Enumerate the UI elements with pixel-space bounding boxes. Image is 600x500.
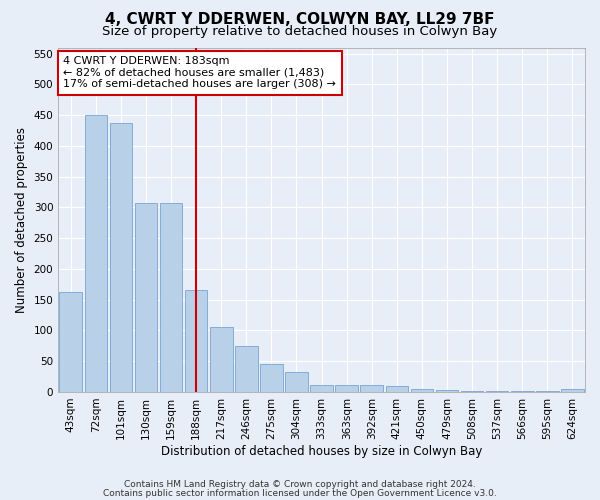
Bar <box>210 327 233 392</box>
Bar <box>260 364 283 392</box>
Text: 4 CWRT Y DDERWEN: 183sqm
← 82% of detached houses are smaller (1,483)
17% of sem: 4 CWRT Y DDERWEN: 183sqm ← 82% of detach… <box>64 56 337 90</box>
Y-axis label: Number of detached properties: Number of detached properties <box>15 126 28 312</box>
Bar <box>134 203 157 392</box>
Bar <box>285 372 308 392</box>
Bar <box>461 390 484 392</box>
Bar <box>59 292 82 392</box>
Bar <box>110 123 132 392</box>
Bar <box>335 385 358 392</box>
Bar <box>185 290 208 392</box>
Text: Contains HM Land Registry data © Crown copyright and database right 2024.: Contains HM Land Registry data © Crown c… <box>124 480 476 489</box>
Bar <box>235 346 257 392</box>
Bar <box>160 203 182 392</box>
Bar <box>361 385 383 392</box>
Text: Size of property relative to detached houses in Colwyn Bay: Size of property relative to detached ho… <box>103 25 497 38</box>
Bar <box>436 390 458 392</box>
Bar <box>310 385 333 392</box>
Bar <box>410 389 433 392</box>
Bar <box>85 115 107 392</box>
Bar <box>386 386 408 392</box>
Text: Contains public sector information licensed under the Open Government Licence v3: Contains public sector information licen… <box>103 490 497 498</box>
X-axis label: Distribution of detached houses by size in Colwyn Bay: Distribution of detached houses by size … <box>161 444 482 458</box>
Text: 4, CWRT Y DDERWEN, COLWYN BAY, LL29 7BF: 4, CWRT Y DDERWEN, COLWYN BAY, LL29 7BF <box>105 12 495 28</box>
Bar <box>561 389 584 392</box>
